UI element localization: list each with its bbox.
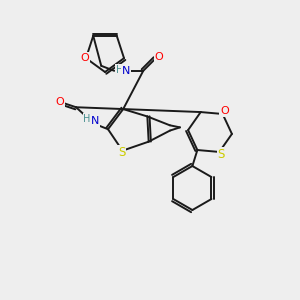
Text: N: N xyxy=(91,116,99,126)
Text: O: O xyxy=(220,106,229,116)
Text: O: O xyxy=(56,97,64,107)
Text: H: H xyxy=(116,65,123,75)
Text: O: O xyxy=(155,52,164,62)
Text: S: S xyxy=(118,146,125,159)
Text: N: N xyxy=(122,66,130,76)
Text: O: O xyxy=(81,53,89,63)
Text: H: H xyxy=(83,114,91,124)
Text: S: S xyxy=(218,148,225,161)
